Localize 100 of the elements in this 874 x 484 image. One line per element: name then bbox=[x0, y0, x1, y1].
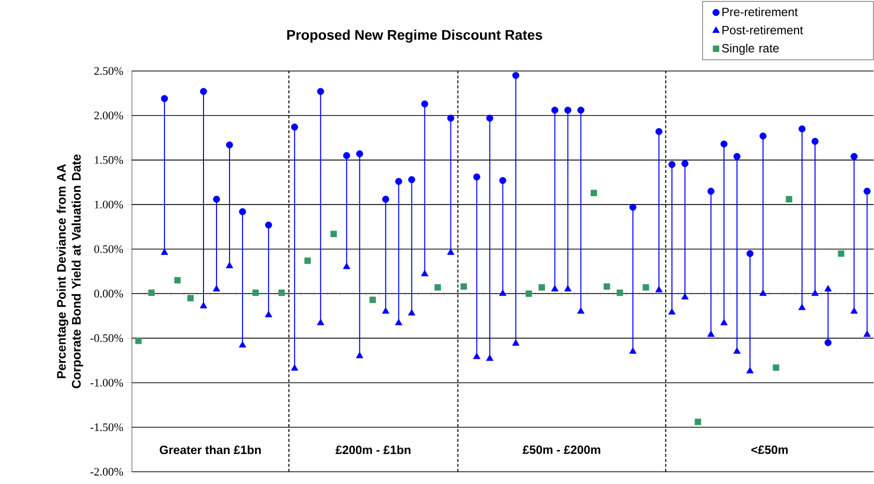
point bbox=[694, 418, 702, 426]
point bbox=[838, 250, 844, 257]
point bbox=[343, 152, 350, 160]
point bbox=[200, 302, 208, 308]
point bbox=[304, 258, 311, 264]
point bbox=[447, 248, 454, 255]
point bbox=[148, 290, 155, 296]
point bbox=[512, 72, 520, 80]
point bbox=[681, 160, 688, 168]
point bbox=[278, 290, 285, 296]
point bbox=[681, 293, 689, 300]
point bbox=[760, 132, 767, 140]
point bbox=[655, 286, 663, 292]
point bbox=[395, 318, 402, 326]
point bbox=[395, 178, 402, 186]
point bbox=[564, 106, 572, 114]
point bbox=[369, 296, 376, 304]
point bbox=[526, 290, 532, 297]
point bbox=[720, 318, 728, 326]
point bbox=[759, 290, 767, 296]
point bbox=[226, 142, 234, 149]
point bbox=[668, 308, 676, 315]
point bbox=[733, 153, 740, 160]
point bbox=[486, 354, 494, 361]
point bbox=[213, 196, 220, 203]
point bbox=[252, 290, 259, 296]
point bbox=[316, 318, 324, 326]
point bbox=[135, 338, 142, 344]
point bbox=[317, 88, 324, 96]
point bbox=[460, 283, 467, 290]
point bbox=[707, 330, 715, 337]
point bbox=[160, 248, 168, 255]
point bbox=[238, 341, 246, 348]
y-tick-label: -0.50% bbox=[90, 334, 124, 342]
point bbox=[499, 177, 506, 184]
point bbox=[746, 250, 754, 258]
y-tick-label: 2.50% bbox=[94, 67, 124, 75]
point bbox=[160, 95, 168, 102]
point bbox=[265, 222, 272, 229]
point bbox=[291, 124, 298, 131]
annotation: Greater than £1bn bbox=[160, 445, 261, 454]
point bbox=[421, 270, 428, 276]
point bbox=[421, 100, 428, 108]
point bbox=[798, 125, 806, 132]
point bbox=[342, 262, 350, 270]
point bbox=[200, 88, 208, 96]
chart-title: Proposed New Regime Discount Rates bbox=[287, 30, 542, 43]
point bbox=[174, 277, 181, 284]
point bbox=[408, 309, 416, 316]
point bbox=[226, 262, 234, 268]
legend-label: Post-retirement bbox=[722, 26, 804, 34]
point bbox=[382, 196, 390, 203]
point bbox=[850, 153, 858, 160]
point bbox=[473, 174, 480, 181]
point bbox=[668, 161, 676, 168]
point bbox=[290, 364, 298, 371]
point bbox=[239, 208, 246, 216]
y-tick-label: -1.00% bbox=[90, 378, 124, 387]
point bbox=[356, 150, 364, 158]
y-axis-title: Percentage Point Deviance from AA Corporate Bond Yield at Valuation Date bbox=[56, 154, 84, 388]
point bbox=[551, 285, 558, 292]
point bbox=[824, 285, 832, 292]
point bbox=[616, 290, 624, 296]
point bbox=[642, 284, 650, 291]
point bbox=[551, 106, 558, 114]
legend-label: Single rate bbox=[722, 44, 779, 55]
point bbox=[473, 352, 480, 360]
y-tick-label: -1.50% bbox=[90, 423, 124, 432]
point bbox=[811, 290, 819, 296]
point bbox=[408, 176, 416, 184]
point bbox=[512, 339, 520, 346]
legend-label: Pre-retirement bbox=[722, 8, 798, 16]
point bbox=[330, 230, 337, 238]
point bbox=[356, 352, 364, 358]
annotation: £200m - £1bn bbox=[336, 445, 410, 454]
point bbox=[264, 310, 272, 318]
annotation: <£50m bbox=[751, 446, 788, 454]
point bbox=[733, 347, 741, 354]
point bbox=[538, 284, 546, 291]
point bbox=[577, 307, 585, 314]
point bbox=[629, 347, 637, 354]
point bbox=[786, 196, 792, 203]
point bbox=[382, 307, 390, 314]
y-tick-label: 1.00% bbox=[94, 200, 124, 209]
point bbox=[434, 284, 441, 291]
point bbox=[604, 283, 610, 290]
point bbox=[798, 304, 806, 310]
y-tick-label: -2.00% bbox=[90, 468, 124, 476]
point bbox=[590, 190, 598, 196]
point bbox=[772, 364, 780, 371]
point bbox=[707, 188, 714, 195]
y-tick-label: 0.00% bbox=[94, 290, 124, 298]
point bbox=[577, 106, 584, 114]
point bbox=[720, 140, 728, 148]
point bbox=[812, 138, 819, 145]
point bbox=[212, 285, 220, 292]
y-tick-label: 2.00% bbox=[94, 112, 124, 120]
point bbox=[187, 295, 194, 302]
point bbox=[824, 339, 832, 346]
annotation: £50m - £200m bbox=[522, 446, 600, 454]
